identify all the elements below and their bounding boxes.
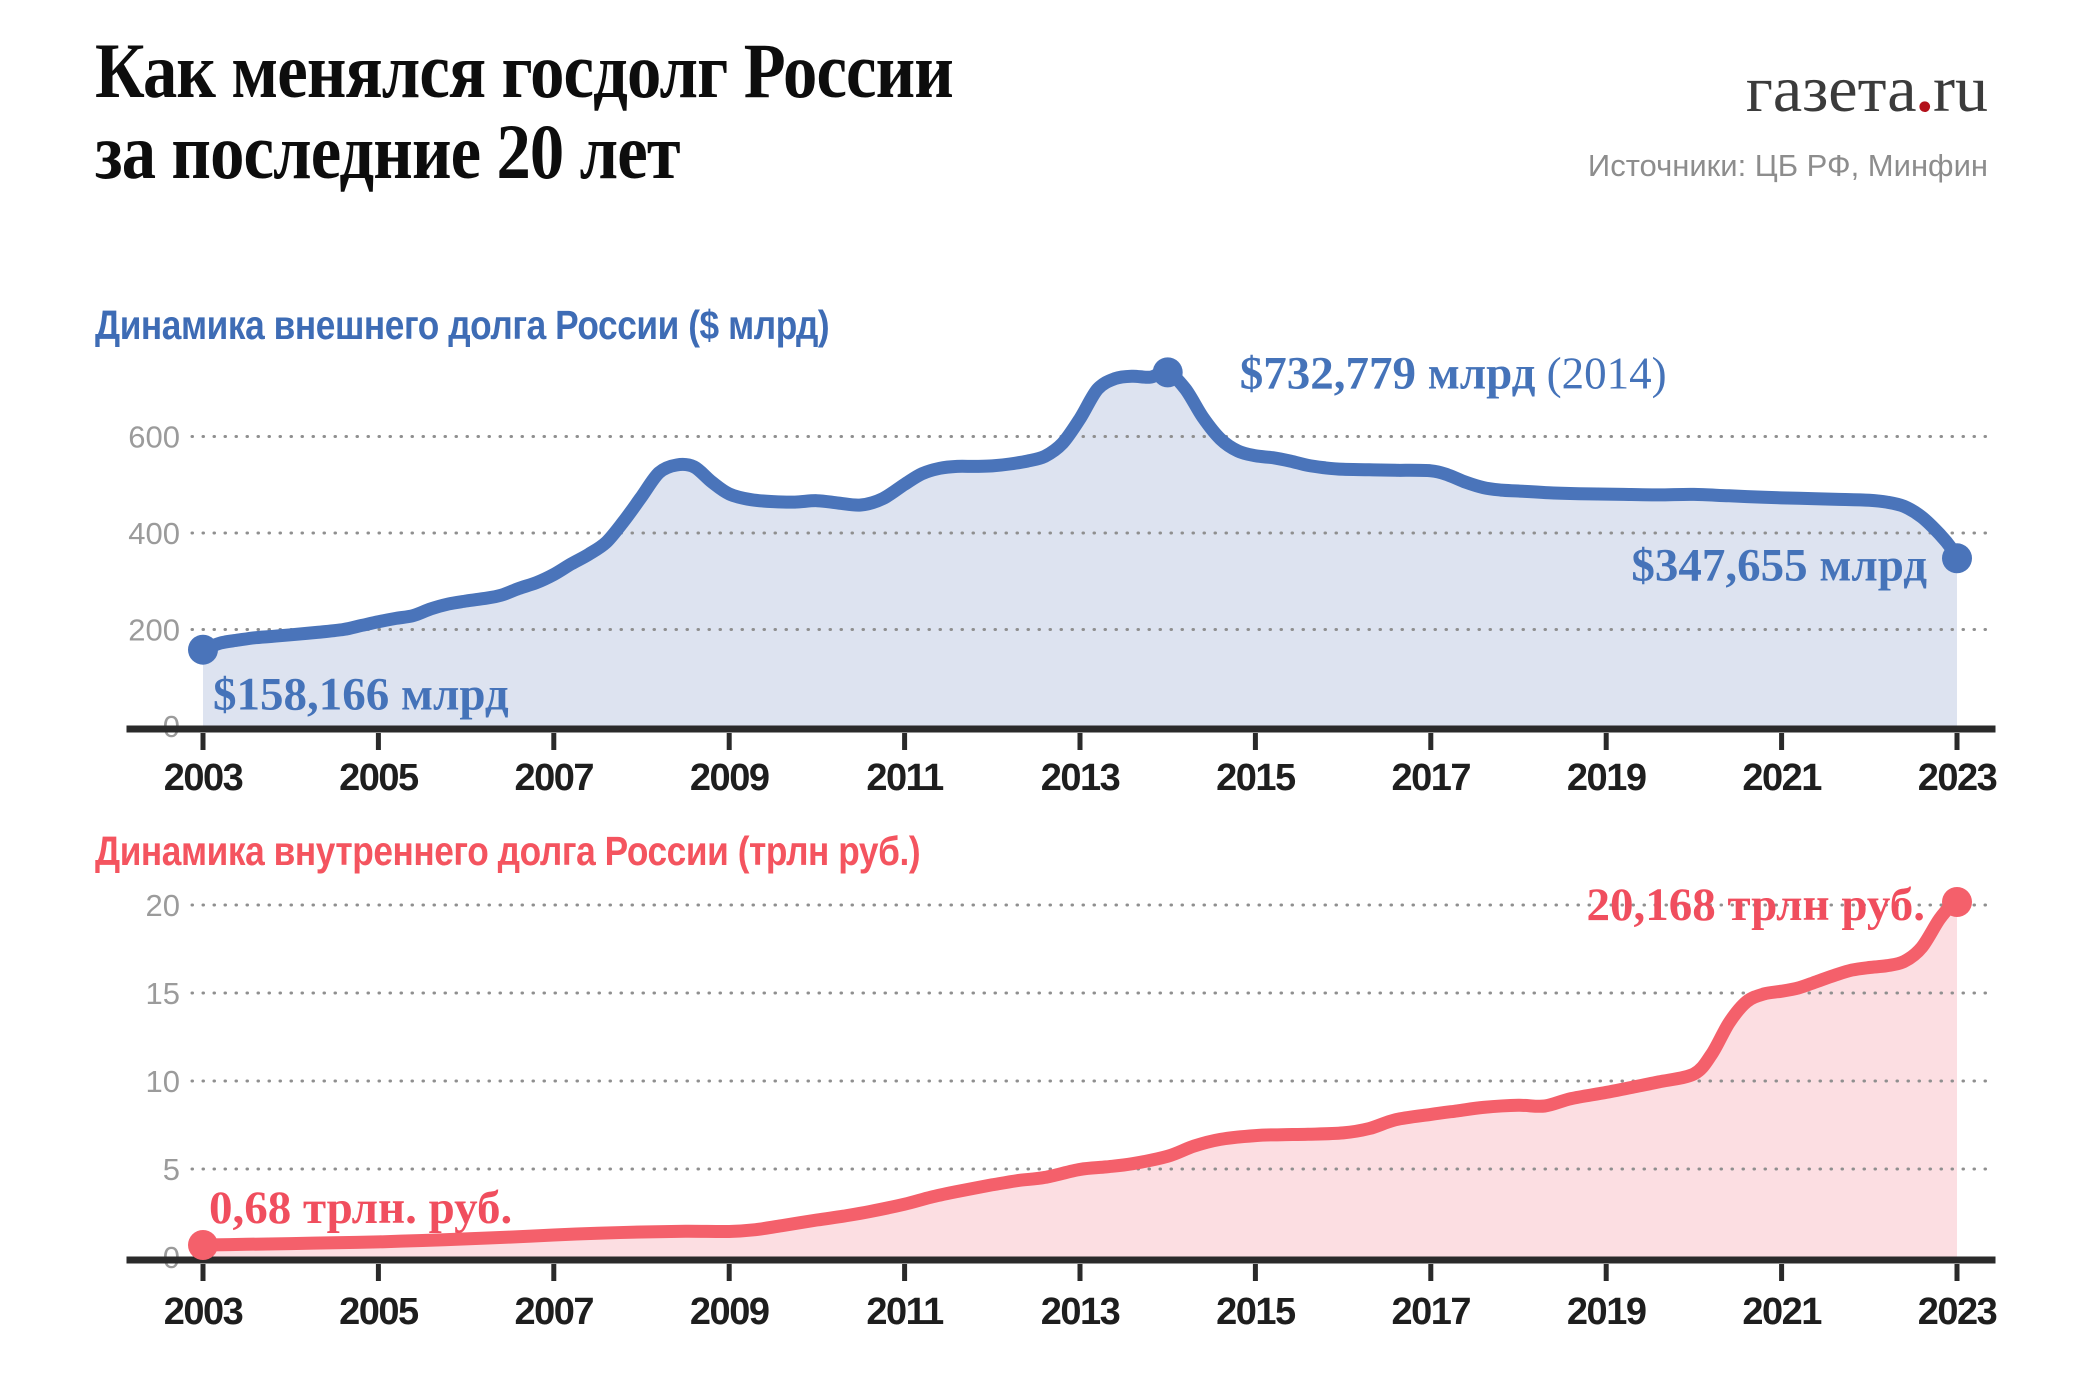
- internal-debt-ytick-20: 20: [146, 888, 180, 923]
- internal-debt-xtick-2023: 2023: [1918, 1291, 1997, 1333]
- external-debt-xtick-2007: 2007: [515, 757, 594, 799]
- external-debt-point-2014: [1152, 357, 1183, 388]
- page-title-line2: за последние 20 лет: [95, 108, 681, 196]
- internal-debt-xtick-2021: 2021: [1742, 1291, 1822, 1333]
- external-debt-xtick-2017: 2017: [1392, 757, 1471, 799]
- internal-debt-annotation-2003: 0,68 трлн. руб.: [209, 1182, 512, 1234]
- logo-dot: .: [1916, 53, 1934, 126]
- internal-debt-ytick-10: 10: [146, 1064, 180, 1099]
- external-debt-xtick-2023: 2023: [1918, 757, 1997, 799]
- external-debt-xtick-2009: 2009: [690, 757, 769, 799]
- internal-debt-xtick-2019: 2019: [1567, 1291, 1646, 1333]
- external-debt-annotation-2023: $347,655 млрд: [1631, 539, 1927, 591]
- external-debt-plot: 0200400600200320052007200920112013201520…: [126, 347, 1998, 799]
- logo: газета.ru: [1746, 52, 1988, 128]
- external-debt-xtick-2005: 2005: [339, 757, 419, 799]
- external-debt-xtick-2015: 2015: [1216, 757, 1296, 799]
- external-debt-annotation-2014: $732,779 млрд (2014): [1240, 347, 1667, 399]
- external-debt-xtick-2003: 2003: [164, 757, 243, 799]
- internal-debt-point-2003: [188, 1230, 218, 1260]
- internal-debt-ytick-15: 15: [146, 976, 180, 1011]
- internal-debt-annotation-2023: 20,168 трлн руб.: [1587, 879, 1925, 931]
- external-debt-ytick-400: 400: [128, 516, 180, 551]
- internal-debt-xtick-2017: 2017: [1392, 1291, 1471, 1333]
- external-debt-line: [196, 365, 1964, 657]
- external-debt-chart-title: Динамика внешнего долга России ($ млрд): [95, 302, 830, 348]
- internal-debt-xtick-2013: 2013: [1041, 1291, 1120, 1333]
- external-debt-xtick-2011: 2011: [866, 757, 944, 799]
- internal-debt-chart-title: Динамика внутреннего долга России (трлн …: [95, 828, 921, 874]
- internal-debt-plot: 0510152020032005200720092011201320152017…: [126, 879, 1998, 1333]
- external-debt-point-2003: [188, 634, 218, 665]
- internal-debt-xtick-2009: 2009: [690, 1291, 769, 1333]
- internal-debt-xtick-2015: 2015: [1216, 1291, 1296, 1333]
- page-title: Как менялся госдолг России за последние …: [95, 27, 954, 196]
- external-debt-annotation-2003: $158,166 млрд: [213, 669, 509, 721]
- logo-text-ru: ru: [1933, 53, 1988, 126]
- external-debt-xtick-2019: 2019: [1567, 757, 1646, 799]
- logo-text-gazeta: газета: [1745, 53, 1917, 126]
- external-debt-xtick-2021: 2021: [1742, 757, 1822, 799]
- external-debt-ytick-600: 600: [128, 420, 180, 455]
- internal-debt-point-2023: [1942, 887, 1972, 917]
- internal-debt-xtick-2007: 2007: [515, 1291, 594, 1333]
- internal-debt-area: [203, 902, 1957, 1257]
- external-debt-area: [203, 372, 1957, 726]
- internal-debt-xtick-2005: 2005: [339, 1291, 419, 1333]
- internal-debt-xtick-2011: 2011: [866, 1291, 944, 1333]
- internal-debt-line: [196, 895, 1964, 1252]
- external-debt-xtick-2013: 2013: [1041, 757, 1120, 799]
- page-title-line1: Как менялся госдолг России: [95, 27, 954, 114]
- internal-debt-xtick-2003: 2003: [164, 1291, 243, 1333]
- external-debt-ytick-200: 200: [128, 613, 180, 648]
- external-debt-point-2023: [1942, 543, 1972, 574]
- internal-debt-ytick-5: 5: [163, 1152, 180, 1187]
- source-note: Источники: ЦБ РФ, Минфин: [1587, 148, 1988, 183]
